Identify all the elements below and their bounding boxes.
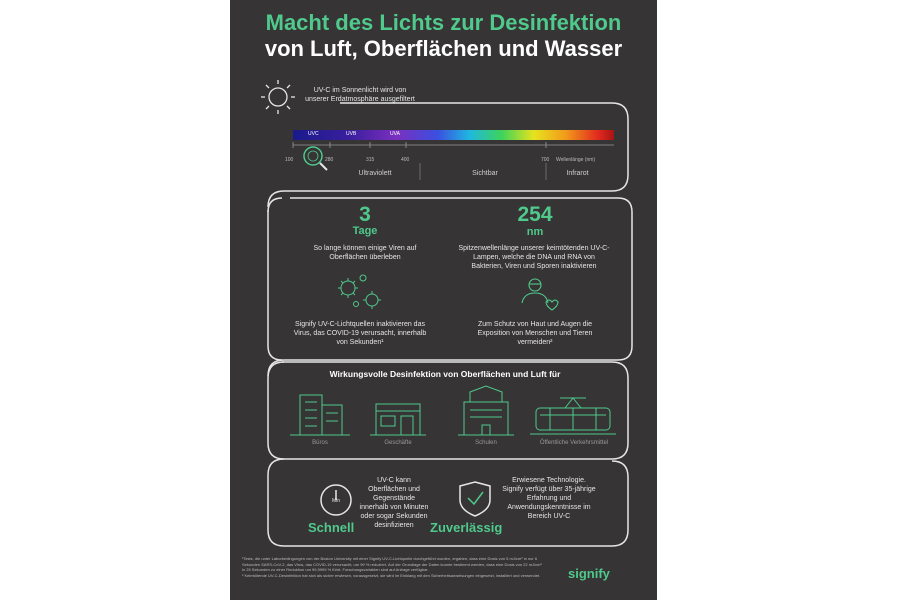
- flow-lines: [261, 80, 633, 547]
- footnote-2: ² Keimtötende UV-C-Desinfektion hat sich…: [242, 572, 541, 578]
- nm-unit: nm: [526, 226, 544, 238]
- fast-title: Schnell: [308, 520, 355, 535]
- tick-100: 100: [285, 157, 294, 163]
- label-schools: Schulen: [475, 440, 497, 446]
- band-uva: UVA: [390, 131, 400, 137]
- days-text: So lange können einige Viren auf Oberflä…: [313, 245, 417, 261]
- days-value: 3: [359, 203, 371, 226]
- shop-icon: [370, 403, 426, 436]
- footnotes: ¹Tests, die unter Laborbedingungen von d…: [242, 556, 542, 578]
- page-title: Macht des Lichts zur Desinfektion: [265, 10, 622, 35]
- label-public-transport: Öffentliche Verkehrsmittel: [539, 440, 609, 446]
- tick-280: 280: [325, 157, 334, 163]
- footnote-1: ¹Tests, die unter Laborbedingungen von d…: [242, 556, 542, 572]
- page-subtitle: von Luft, Oberflächen und Wasser: [264, 36, 623, 61]
- virus-text: Signify UV-C-Lichtquellen inaktivieren d…: [293, 321, 427, 346]
- signify-logo: signify: [568, 566, 610, 581]
- protection-text: Zum Schutz von Haut und Augen die Exposi…: [477, 321, 593, 346]
- magnifier-icon: [303, 146, 328, 171]
- band-uvb: UVB: [346, 131, 357, 137]
- label-offices: Büros: [312, 440, 328, 446]
- applications-heading: Wirkungsvolle Desinfektion von Oberfläch…: [329, 369, 561, 379]
- tick-315: 315: [366, 157, 375, 163]
- fast-text: UV-C kann Oberflächen und Gegenstände in…: [359, 477, 429, 529]
- virus-icon: [338, 274, 381, 309]
- clock-label: Min: [331, 498, 341, 504]
- sun-text: UV-C im Sonnenlicht wird von unserer Erd…: [305, 87, 415, 103]
- region-ultraviolet: Ultraviolett: [358, 170, 392, 177]
- nm-text: Spitzenwellenlänge unserer keimtötenden …: [458, 245, 610, 270]
- wavelength-axis-label: Wellenlänge (nm): [556, 157, 596, 163]
- days-unit: Tage: [352, 225, 378, 237]
- region-infrared: Infrarot: [566, 170, 589, 177]
- reliable-text: Erwiesene Technologie. Signify verfügt ü…: [502, 477, 596, 520]
- spectrum-bar: [293, 130, 614, 140]
- protection-icon: [521, 278, 559, 311]
- school-icon: [458, 385, 514, 436]
- office-icon: [290, 394, 350, 436]
- tick-700: 700: [541, 157, 550, 163]
- region-visible: Sichtbar: [472, 170, 498, 177]
- tick-400: 400: [401, 157, 410, 163]
- reliable-title: Zuverlässig: [430, 520, 503, 535]
- tram-icon: [530, 397, 616, 435]
- shield-check-icon: [459, 481, 491, 517]
- clock-icon: [320, 484, 352, 516]
- band-uvc: UVC: [308, 131, 319, 137]
- infographic-poster: Macht des Lichts zur Desinfektion von Lu…: [230, 0, 657, 600]
- label-shops: Geschäfte: [384, 440, 412, 446]
- sun-icon: [261, 80, 295, 114]
- nm-value: 254: [517, 203, 553, 226]
